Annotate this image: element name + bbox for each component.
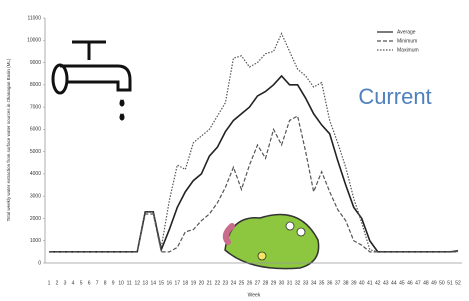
legend-label: Average <box>397 29 416 35</box>
x-tick-label: 2 <box>56 280 59 286</box>
x-tick-label: 26 <box>247 280 253 286</box>
y-tick-label: 4000 <box>30 171 41 177</box>
x-tick-label: 24 <box>231 280 237 286</box>
x-tick-label: 14 <box>150 280 156 286</box>
y-tick-label: 9000 <box>30 60 41 66</box>
y-tick-label: 6000 <box>30 127 41 133</box>
x-tick-label: 35 <box>319 280 325 286</box>
x-tick-label: 12 <box>134 280 140 286</box>
x-tick-label: 11 <box>127 280 132 286</box>
x-tick-label: 40 <box>359 280 365 286</box>
x-tick-label: 25 <box>239 280 245 286</box>
y-tick-label: 2000 <box>30 216 41 222</box>
x-tick-label: 47 <box>415 280 421 286</box>
y-tick-label: 7000 <box>30 104 41 110</box>
x-tick-label: 20 <box>199 280 205 286</box>
x-tick-label: 41 <box>367 280 373 286</box>
x-tick-label: 17 <box>175 280 181 286</box>
x-tick-label: 19 <box>191 280 197 286</box>
x-tick-label: 50 <box>439 280 445 286</box>
x-tick-label: 31 <box>287 280 293 286</box>
y-tick-label: 10000 <box>27 38 41 44</box>
x-tick-label: 49 <box>431 280 437 286</box>
x-tick-label: 34 <box>311 280 317 286</box>
x-tick-label: 52 <box>455 280 461 286</box>
x-tick-label: 8 <box>104 280 107 286</box>
legend-label: Maximum <box>397 47 419 53</box>
x-tick-label: 22 <box>215 280 221 286</box>
x-tick-label: 43 <box>383 280 389 286</box>
x-tick-label: 13 <box>142 280 148 286</box>
y-tick-label: 3000 <box>30 194 41 200</box>
chart: Total weekly water extraction from surfa… <box>0 0 469 301</box>
x-tick-label: 28 <box>263 280 269 286</box>
annotation: Current <box>358 84 431 109</box>
y-tick-label: 0 <box>38 260 41 266</box>
x-tick-label: 30 <box>279 280 285 286</box>
x-tick-label: 27 <box>255 280 261 286</box>
x-tick-label: 32 <box>295 280 301 286</box>
x-tick-label: 36 <box>327 280 333 286</box>
y-axis-label: Total weekly water extraction from surfa… <box>6 58 11 221</box>
x-tick-label: 4 <box>72 280 75 286</box>
x-tick-label: 51 <box>447 280 453 286</box>
legend-label: Minimum <box>397 38 417 44</box>
x-tick-label: 16 <box>167 280 173 286</box>
x-tick-label: 23 <box>223 280 229 286</box>
x-tick-label: 29 <box>271 280 277 286</box>
x-tick-label: 21 <box>207 280 213 286</box>
x-tick-label: 6 <box>88 280 91 286</box>
x-tick-label: 45 <box>399 280 405 286</box>
x-tick-label: 9 <box>112 280 115 286</box>
x-tick-label: 46 <box>407 280 413 286</box>
x-tick-label: 42 <box>375 280 381 286</box>
y-tick-label: 8000 <box>30 82 41 88</box>
x-tick-label: 5 <box>80 280 83 286</box>
x-tick-label: 48 <box>423 280 429 286</box>
x-tick-label: 3 <box>64 280 67 286</box>
y-tick-label: 5000 <box>30 149 41 155</box>
x-tick-label: 33 <box>303 280 309 286</box>
x-tick-label: 39 <box>351 280 357 286</box>
x-tick-label: 10 <box>118 280 124 286</box>
x-tick-label: 38 <box>343 280 349 286</box>
x-tick-label: 15 <box>158 280 164 286</box>
y-tick-label: 11000 <box>27 15 41 21</box>
x-tick-label: 1 <box>48 280 51 286</box>
x-tick-label: 37 <box>335 280 341 286</box>
x-tick-label: 44 <box>391 280 397 286</box>
x-tick-label: 18 <box>183 280 189 286</box>
y-tick-label: 1000 <box>30 238 41 244</box>
x-axis-label: Week <box>248 292 261 298</box>
x-tick-label: 7 <box>96 280 99 286</box>
